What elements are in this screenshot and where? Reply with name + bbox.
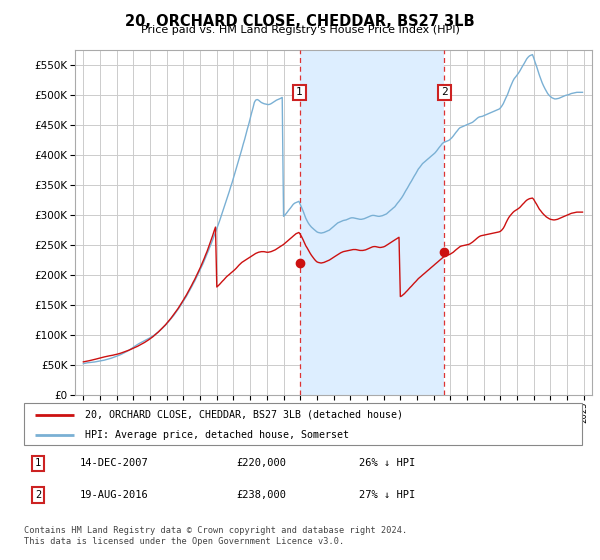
Bar xyxy=(299,50,445,395)
Text: 14-DEC-2007: 14-DEC-2007 xyxy=(80,459,149,468)
Text: 2: 2 xyxy=(35,490,41,500)
Text: 1: 1 xyxy=(35,459,41,468)
FancyBboxPatch shape xyxy=(24,403,582,445)
Text: 20, ORCHARD CLOSE, CHEDDAR, BS27 3LB: 20, ORCHARD CLOSE, CHEDDAR, BS27 3LB xyxy=(125,14,475,29)
Text: 20, ORCHARD CLOSE, CHEDDAR, BS27 3LB (detached house): 20, ORCHARD CLOSE, CHEDDAR, BS27 3LB (de… xyxy=(85,410,403,420)
Text: 27% ↓ HPI: 27% ↓ HPI xyxy=(359,490,415,500)
Text: 2: 2 xyxy=(441,87,448,97)
Text: 26% ↓ HPI: 26% ↓ HPI xyxy=(359,459,415,468)
Text: Price paid vs. HM Land Registry's House Price Index (HPI): Price paid vs. HM Land Registry's House … xyxy=(140,25,460,35)
Text: Contains HM Land Registry data © Crown copyright and database right 2024.
This d: Contains HM Land Registry data © Crown c… xyxy=(24,526,407,546)
Text: £220,000: £220,000 xyxy=(236,459,286,468)
Text: 1: 1 xyxy=(296,87,303,97)
Text: £238,000: £238,000 xyxy=(236,490,286,500)
Text: 19-AUG-2016: 19-AUG-2016 xyxy=(80,490,149,500)
Text: HPI: Average price, detached house, Somerset: HPI: Average price, detached house, Some… xyxy=(85,430,349,440)
